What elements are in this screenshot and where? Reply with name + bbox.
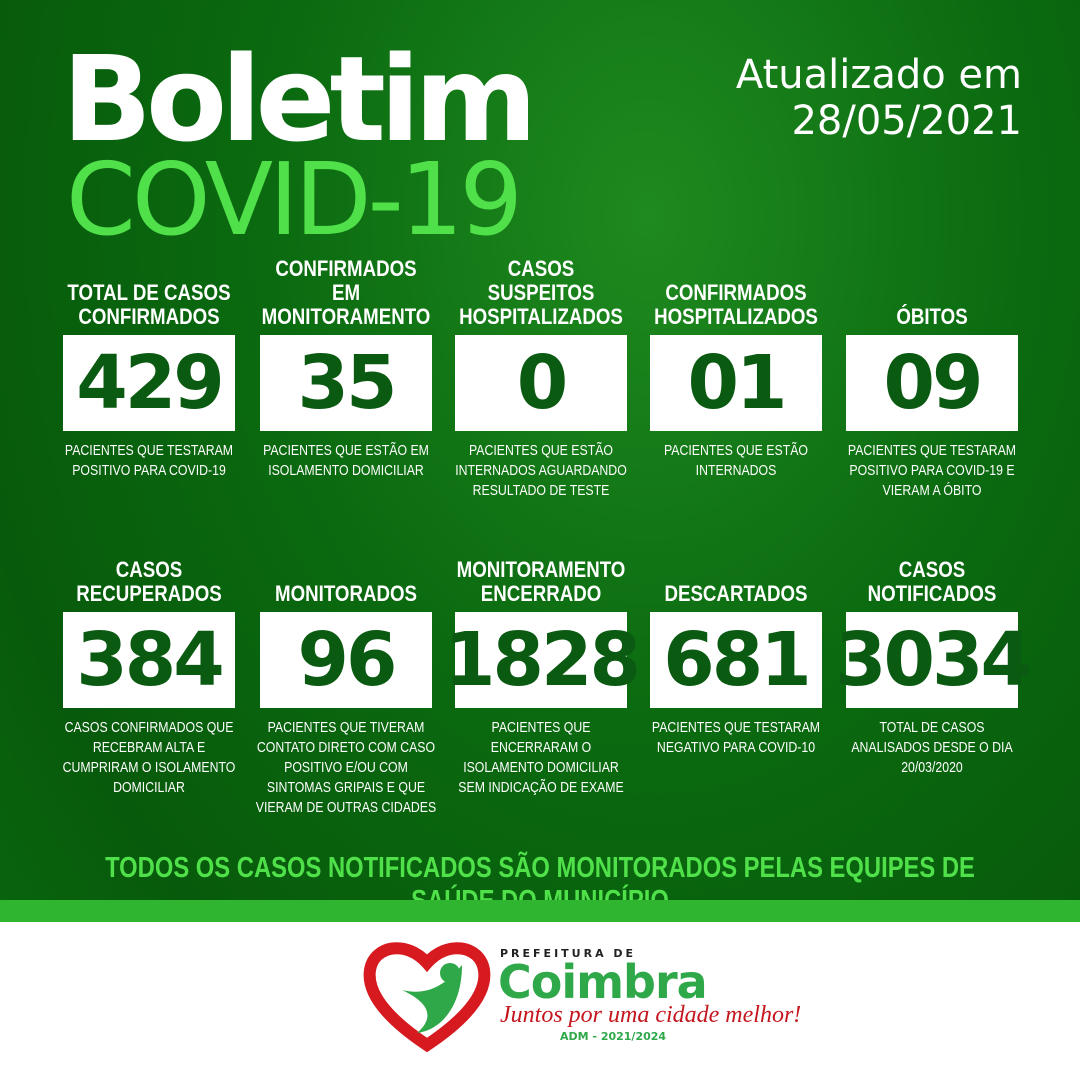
footer-area — [0, 922, 1080, 1080]
stat-description: PACIENTES QUE TESTARAM POSITIVO PARA COV… — [64, 442, 234, 479]
stat-title: TOTAL DE CASOS CONFIRMADOS — [67, 280, 231, 329]
stat-title: CASOS NOTIFICADOS — [867, 557, 997, 606]
stat-description: PACIENTES QUE ESTÃO EM ISOLAMENTO DOMICI… — [263, 442, 429, 479]
stat-value: 1828 — [444, 612, 641, 708]
stat-value: 09 — [846, 335, 1018, 431]
stat-value: 3034 — [835, 612, 1032, 708]
stat-title: ÓBITOS — [896, 304, 968, 329]
stat-value: 01 — [650, 335, 822, 431]
stat-description: PACIENTES QUE ESTÃO INTERNADOS — [664, 442, 808, 479]
stat-card: CASOS SUSPEITOS HOSPITALIZADOS 0 PACIENT… — [443, 256, 639, 501]
heart-logo-icon — [363, 942, 491, 1053]
stat-description: PACIENTES QUE TESTARAM NEGATIVO PARA COV… — [651, 719, 821, 756]
stat-title: MONITORAMENTO ENCERRADO — [456, 557, 626, 606]
stat-title: MONITORADOS — [274, 581, 417, 606]
stat-title: CONFIRMADOS EM MONITORAMENTO — [261, 256, 431, 329]
stat-card: MONITORADOS 96 PACIENTES QUE TIVERAM CON… — [248, 554, 444, 818]
stat-description: PACIENTES QUE TIVERAM CONTATO DIRETO COM… — [255, 719, 437, 816]
stat-description: TOTAL DE CASOS ANALISADOS DESDE O DIA 20… — [851, 719, 1013, 776]
stat-card: MONITORAMENTO ENCERRADO 1828 PACIENTES Q… — [443, 554, 641, 798]
logo-name: Coimbra — [498, 955, 708, 1009]
divider-band — [0, 900, 1080, 922]
stat-value: 681 — [650, 612, 822, 708]
stat-description: PACIENTES QUE ESTÃO INTERNADOS AGUARDAND… — [455, 442, 627, 499]
logo-adm: ADM - 2021/2024 — [560, 1030, 667, 1043]
stat-card: CONFIRMADOS EM MONITORAMENTO 35 PACIENTE… — [248, 256, 444, 481]
stat-value: 96 — [260, 612, 432, 708]
stat-card: TOTAL DE CASOS CONFIRMADOS 429 PACIENTES… — [51, 277, 247, 481]
stat-value: 384 — [63, 612, 235, 708]
bulletin-subtitle: COVID-19 — [66, 141, 523, 258]
stat-title: DESCARTADOS — [664, 581, 808, 606]
stat-card: DESCARTADOS 681 PACIENTES QUE TESTARAM N… — [638, 554, 834, 758]
stat-card: ÓBITOS 09 PACIENTES QUE TESTARAM POSITIV… — [834, 277, 1030, 501]
logo-slogan: Juntos por uma cidade melhor! — [500, 1002, 802, 1028]
stat-value: 429 — [63, 335, 235, 431]
stat-value: 35 — [260, 335, 432, 431]
update-info: Atualizado em 28/05/2021 — [736, 52, 1022, 144]
updated-label: Atualizado em — [735, 52, 1022, 98]
stat-description: PACIENTES QUE ENCERRARAM O ISOLAMENTO DO… — [458, 719, 624, 796]
stat-title: CONFIRMADOS HOSPITALIZADOS — [654, 280, 818, 329]
updated-date: 28/05/2021 — [791, 98, 1022, 144]
logo-prefix: PREFEITURA DE — [500, 947, 637, 960]
stat-description: PACIENTES QUE TESTARAM POSITIVO PARA COV… — [847, 442, 1017, 499]
stat-card: CASOS RECUPERADOS 384 CASOS CONFIRMADOS … — [51, 554, 247, 798]
stat-description: CASOS CONFIRMADOS QUE RECEBRAM ALTA E CU… — [62, 719, 236, 796]
stat-card: CONFIRMADOS HOSPITALIZADOS 01 PACIENTES … — [638, 277, 834, 481]
stat-card: CASOS NOTIFICADOS 3034 TOTAL DE CASOS AN… — [834, 554, 1032, 778]
bulletin-title: Boletim — [62, 30, 537, 168]
stat-value: 0 — [455, 335, 627, 431]
stat-title: CASOS SUSPEITOS HOSPITALIZADOS — [459, 256, 623, 329]
stat-title: CASOS RECUPERADOS — [76, 557, 222, 606]
